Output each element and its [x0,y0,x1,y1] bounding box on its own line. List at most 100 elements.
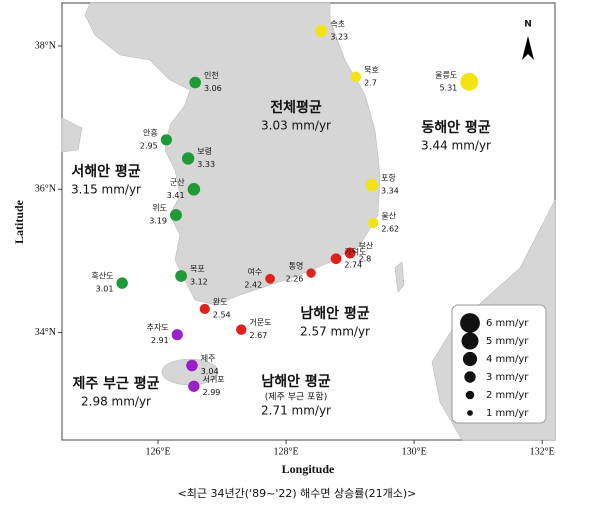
station-marker [160,134,172,146]
region-name: 제주 부근 평균 [72,375,159,392]
legend-label: 3 mm/yr [486,372,529,383]
station-marker [199,303,210,314]
station-marker [181,152,195,165]
station-name: 흑산도 [91,271,113,281]
station-name: 완도 [213,297,228,306]
station-rate: 3.12 [190,277,208,286]
region-value: 2.98 mm/yr [81,395,151,409]
x-tick-label: 126°E [145,446,170,457]
north-arrow [522,36,534,60]
station-marker [187,182,201,196]
region-value: 3.15 mm/yr [71,183,141,197]
station-name: 군산 [170,177,185,187]
station-rate: 3.01 [96,285,114,294]
station-rate: 2.91 [151,336,169,345]
station-rate: 3.41 [167,191,185,200]
station-rate: 3.34 [381,186,399,195]
station-name: 인천 [204,70,219,80]
station-marker [367,217,379,229]
station-rate: 2.62 [381,224,399,233]
station-marker [186,359,198,372]
caption: <최근 34년간('89~'22) 해수면 상승률(21개소)> [178,486,417,500]
station-name: 거문도 [250,318,272,327]
legend-marker [461,332,479,350]
station-name: 가덕도 [344,246,366,256]
y-tick-label: 36°N [35,184,56,195]
x-tick-label: 130°E [402,446,427,457]
north-label: N [524,20,532,30]
x-tick-label: 132°E [530,446,555,457]
region-value: 3.44 mm/yr [421,139,491,153]
station-name: 안흥 [143,127,158,137]
station-rate: 2.67 [250,331,268,340]
station-marker [460,72,479,91]
tsushima [394,261,405,293]
station-name: 울산 [381,210,396,220]
station-rate: 3.04 [201,367,219,376]
station-rate: 2.95 [140,141,158,150]
station-name: 제주 [201,354,216,363]
legend-box [451,304,547,424]
x-axis-label: Longitude [282,462,335,476]
legend-marker [462,351,478,367]
station-rate: 5.31 [439,83,457,92]
station-name: 묵호 [364,65,379,74]
station-marker [189,76,201,89]
legend-label: 2 mm/yr [486,390,529,401]
station-rate: 2.8 [359,255,372,264]
region-name: 동해안 평균 [421,119,490,136]
y-tick-label: 34°N [35,327,56,338]
station-marker [350,71,362,83]
station-marker [175,270,187,282]
station-name: 서귀포 [203,374,225,384]
legend-label: 6 mm/yr [486,318,529,329]
station-rate: 3.33 [197,160,215,169]
region-value: 3.03 mm/yr [261,119,331,133]
station-name: 울릉도 [435,70,457,79]
station-rate: 3.19 [149,217,167,226]
region-note: (제주 부근 포함) [265,392,327,403]
region-value: 2.57 mm/yr [300,325,370,339]
station-marker [315,24,328,37]
x-tick-label: 128°E [274,446,299,457]
station-name: 속초 [330,19,345,28]
station-name: 포항 [381,173,396,182]
legend-label: 1 mm/yr [486,408,529,419]
station-marker [330,253,342,265]
station-marker [170,209,182,222]
station-name: 추자도 [147,323,169,332]
y-tick-label: 38°N [35,40,56,51]
y-axis-label: Latitude [12,199,26,244]
station-name: 통영 [289,261,304,271]
shandong [61,117,83,153]
station-marker [265,273,275,284]
station-marker [306,268,316,278]
legend-label: 5 mm/yr [486,336,529,347]
station-rate: 2.7 [364,78,377,87]
station-rate: 2.99 [203,388,221,397]
station-rate: 2.42 [244,280,262,289]
station-marker [171,329,183,341]
station-rate: 2.26 [286,275,304,284]
region-value: 2.71 mm/yr [261,404,331,418]
station-marker [236,324,247,335]
region-name: 서해안 평균 [71,163,140,180]
region-name: 전체평균 [270,99,322,116]
region-name: 남해안 평균 [300,305,369,322]
region-name: 남해안 평균 [261,373,330,390]
station-name: 보령 [197,147,212,156]
legend-marker [465,390,475,400]
legend-marker [464,371,476,383]
station-rate: 2.74 [344,260,362,269]
station-rate: 3.06 [204,84,222,93]
station-rate: 2.54 [213,310,231,319]
north-arrow-shape [522,36,534,60]
station-name: 위도 [152,204,167,213]
station-rate: 3.23 [330,32,348,41]
station-marker [188,380,200,392]
station-marker [344,247,356,259]
station-marker [116,277,128,289]
legend-label: 4 mm/yr [486,354,529,365]
legend-marker [460,313,480,333]
